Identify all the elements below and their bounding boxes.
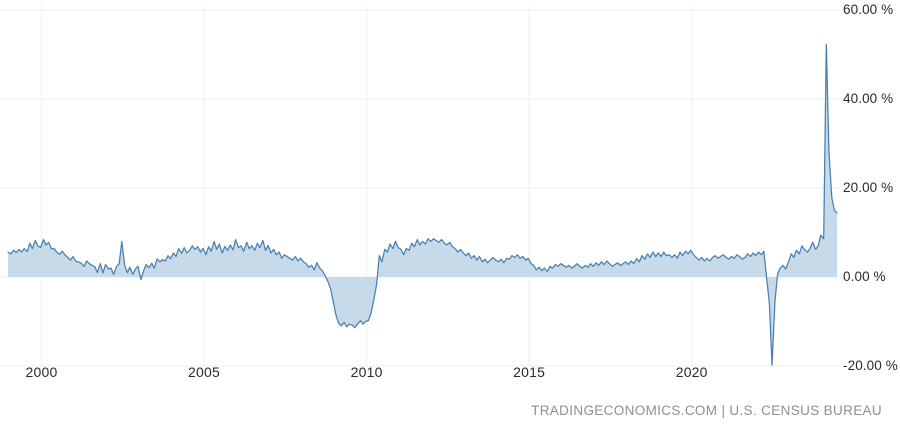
- x-axis-tick-label: 2015: [513, 364, 546, 380]
- series-line[interactable]: [7, 43, 838, 366]
- data-series-group: [7, 43, 838, 366]
- x-axis-tick-label: 2005: [188, 364, 221, 380]
- y-axis-tick-label: 60.00 %: [843, 2, 894, 17]
- x-axis-tick-label: 2010: [350, 364, 383, 380]
- x-axis-tick-label: 2000: [25, 364, 58, 380]
- y-axis-tick-label: 0.00 %: [843, 269, 886, 284]
- y-axis-tick-label: 20.00 %: [843, 180, 894, 195]
- gridlines: [0, 6, 840, 367]
- series-area-fill: [8, 44, 838, 366]
- y-axis-tick-label: 40.00 %: [843, 91, 894, 106]
- source-credit: TRADINGECONOMICS.COM | U.S. CENSUS BUREA…: [531, 403, 882, 418]
- x-axis-tick-label: 2020: [675, 364, 708, 380]
- y-axis-tick-label: -20.00 %: [843, 358, 898, 373]
